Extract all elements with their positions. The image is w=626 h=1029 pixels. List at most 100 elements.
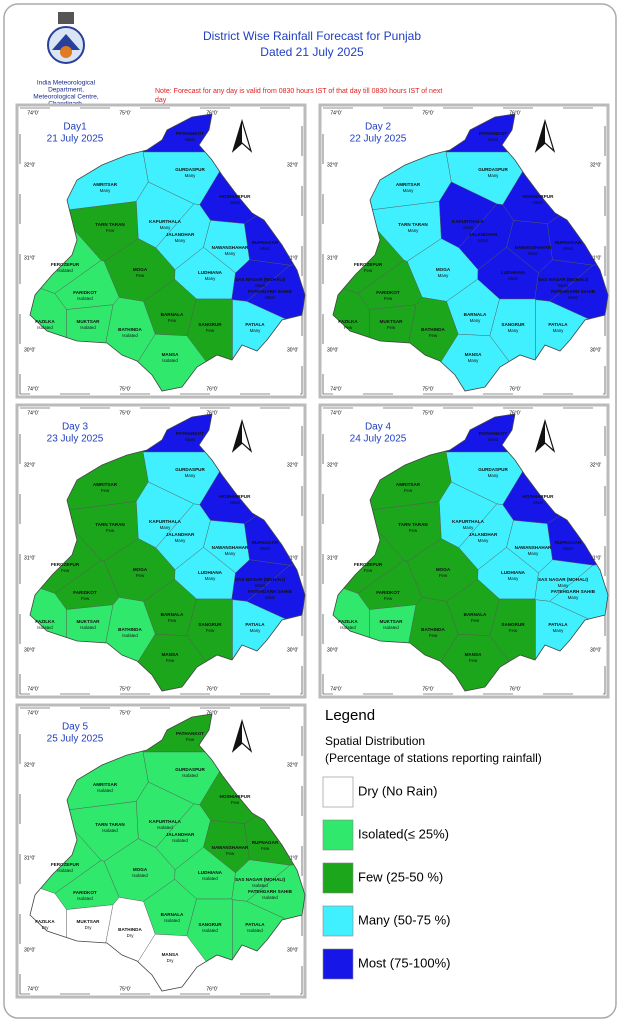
lon-label: 75°0': [422, 110, 433, 116]
lon-label: 74°0': [330, 110, 341, 116]
title: District Wise Rainfall Forecast for Punj…: [203, 29, 421, 43]
district-status: Many: [175, 238, 187, 243]
district-name: TARN TARAN: [398, 222, 428, 227]
state-outline: [29, 113, 306, 392]
district-status: Many: [508, 328, 520, 333]
district-name: PATIALA: [548, 622, 568, 627]
lat-label: 31°0': [287, 855, 298, 861]
district-status: Most: [528, 251, 538, 256]
district-name: SAS NAGAR (MOHALI): [538, 277, 588, 282]
lat-label: 32°0': [590, 462, 601, 468]
lon-label: 75°0': [119, 986, 130, 992]
district-name: TARN TARAN: [398, 522, 428, 527]
district-status: Most: [255, 283, 265, 288]
district-name: KAPURTHALA: [149, 219, 182, 224]
district-status: Few: [81, 596, 90, 601]
lon-label: 76°0': [206, 386, 217, 392]
district-name: SAS NAGAR (MOHALI): [538, 577, 588, 582]
district-name: FARIDKOT: [73, 290, 97, 295]
district-status: Isolated: [57, 268, 73, 273]
lon-label: 74°0': [330, 386, 341, 392]
panel-inner: [322, 407, 606, 695]
district-status: Isolated: [80, 625, 96, 630]
state-outline: [332, 413, 609, 692]
north-arrow-half: [536, 421, 545, 451]
district-name: SANGRUR: [501, 322, 525, 327]
lon-label: 76°0': [509, 386, 520, 392]
map-panel: 74°0' 74°0' 75°0' 75°0' 76°0' 76°0' 32°0' 32°0'…: [318, 403, 610, 699]
dated: Dated 21 July 2025: [260, 45, 364, 59]
district-status: Many: [488, 473, 500, 478]
lon-label: 74°0': [27, 986, 38, 992]
district-status: Most: [255, 583, 265, 588]
district-status: Isolated: [102, 828, 118, 833]
district-status: Many: [225, 551, 237, 556]
lon-label: 75°0': [119, 410, 130, 416]
district-name: FARIDKOT: [376, 290, 400, 295]
lat-label: 31°0': [327, 555, 338, 561]
district-name: SANGRUR: [501, 622, 525, 627]
lat-label: 32°0': [24, 762, 35, 768]
legend-label: Few (25-50 %): [358, 869, 443, 884]
district-name: FARIDKOT: [376, 590, 400, 595]
district-status: Many: [528, 551, 540, 556]
lon-label: 74°0': [330, 686, 341, 692]
map-panel: 74°0' 74°0' 75°0' 75°0' 76°0' 76°0' 32°0' 32°0'…: [15, 103, 307, 399]
district-status: Most: [568, 295, 578, 300]
district-name: MUKTSAR: [77, 319, 101, 324]
district-status: Isolated: [97, 788, 113, 793]
district-status: Isolated: [182, 773, 198, 778]
district-name: PATHANKOT: [479, 431, 507, 436]
district-status: Isolated: [80, 325, 96, 330]
lon-label: 76°0': [206, 686, 217, 692]
district-name: RUPNAGAR: [555, 540, 582, 545]
lon-label: 76°0': [206, 410, 217, 416]
district-status: Few: [136, 573, 145, 578]
district-status: Isolated: [252, 883, 268, 888]
lat-label: 31°0': [24, 555, 35, 561]
district-name: AMRITSAR: [93, 782, 118, 787]
lon-label: 75°0': [422, 410, 433, 416]
legend-label: Dry (No Rain): [358, 783, 437, 798]
district-status: Few: [344, 325, 353, 330]
district-status: Isolated: [122, 333, 138, 338]
district-status: Many: [225, 251, 237, 256]
district-status: Many: [205, 576, 217, 581]
district-name: MANSA: [465, 352, 483, 357]
day-label: Day1: [63, 122, 87, 133]
district-name: KAPURTHALA: [149, 819, 182, 824]
district-name: GURDASPUR: [478, 467, 508, 472]
district-name: BARNALA: [464, 612, 487, 617]
district-name: LUDHIANA: [198, 270, 223, 275]
lat-label: 30°0': [24, 347, 35, 353]
district-name: NAWANSHAHAR: [212, 545, 249, 550]
district-status: Many: [100, 188, 112, 193]
north-arrow-half: [536, 121, 545, 151]
district-name: FAZILKA: [35, 919, 55, 924]
district-status: Few: [206, 628, 215, 633]
district-name: LUDHIANA: [501, 270, 526, 275]
district-status: Many: [185, 473, 197, 478]
district-name: AMRITSAR: [396, 482, 421, 487]
lat-label: 32°0': [327, 462, 338, 468]
district-name: GURDASPUR: [175, 167, 205, 172]
legend-swatch: [322, 862, 354, 894]
district-name: PATIALA: [245, 922, 265, 927]
district-status: Few: [387, 325, 396, 330]
district-status: Many: [250, 628, 262, 633]
district-status: Many: [160, 525, 172, 530]
district-name: BATHINDA: [421, 327, 445, 332]
district-name: LUDHIANA: [198, 570, 223, 575]
district-status: Few: [226, 851, 235, 856]
district-name: LUDHIANA: [501, 570, 526, 575]
lon-label: 75°0': [119, 686, 130, 692]
district-status: Many: [175, 538, 187, 543]
district-status: Isolated: [122, 633, 138, 638]
district-status: Many: [468, 358, 480, 363]
day-date: 25 July 2025: [47, 734, 104, 745]
district-name: FEROZEPUR: [51, 862, 80, 867]
district-status: Many: [568, 595, 580, 600]
day-date: 22 July 2025: [350, 134, 407, 145]
district-status: Isolated: [162, 358, 178, 363]
